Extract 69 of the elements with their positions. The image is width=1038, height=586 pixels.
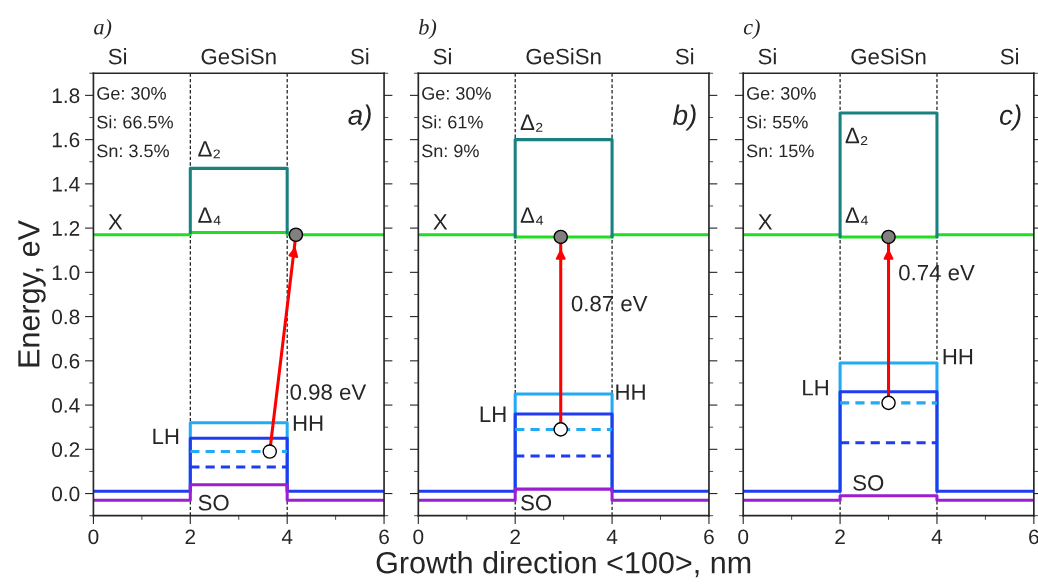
x-tick-label: 6 (379, 529, 389, 545)
y-tick-label: 1.0 (52, 265, 80, 281)
y-axis-title: Energy, eV (18, 220, 46, 367)
text: Si (758, 48, 776, 65)
annotation: Si: 55% (746, 115, 808, 129)
y-tick-label: 0.6 (52, 353, 80, 369)
annotation: LH (803, 380, 828, 396)
annotation: Δ₂ (198, 141, 220, 159)
x-tick-label: 2 (510, 529, 520, 544)
text: Si (350, 48, 369, 65)
y-tick-label: 0.8 (52, 309, 80, 325)
text: GeSiSn (526, 48, 601, 65)
x-tick-label: 0 (88, 529, 99, 545)
x-tick-label: 4 (281, 529, 293, 544)
annotation: Si: 61% (422, 115, 483, 129)
chart-title: a) (94, 18, 112, 40)
annotation: HH (293, 415, 323, 431)
annotation: Δ₄ (198, 207, 221, 225)
y-tick-label: 1.8 (52, 88, 80, 104)
annotation: SO (198, 494, 229, 511)
chart-title: c) (743, 18, 760, 40)
annotation: Δ₂ (520, 114, 543, 132)
x-tick-label: 0 (738, 529, 749, 545)
annotation: HH (943, 349, 973, 365)
annotation: b) (673, 104, 696, 131)
text: GeSiSn (851, 48, 926, 65)
text: Si (1000, 48, 1019, 65)
annotation: SO (521, 494, 552, 511)
y-tick-label: 1.4 (52, 177, 80, 192)
annotation: 0.98 eV (290, 384, 367, 400)
y-tick-label: 1.6 (52, 132, 80, 148)
x-tick-label: 4 (931, 529, 943, 544)
x-tick-label: 0 (413, 529, 424, 545)
annotation: Si: 66.5% (97, 115, 173, 129)
x-tick-label: 4 (606, 529, 618, 544)
annotation: Ge: 30% (97, 87, 166, 100)
chart-title: b) (419, 18, 437, 40)
annotation: LH (480, 406, 506, 422)
annotation: Δ₄ (520, 207, 544, 225)
annotation: Sn: 15% (746, 144, 814, 158)
y-tick-label: 0.0 (52, 486, 80, 502)
text: Si (675, 48, 694, 65)
y-tick-label: 0.4 (52, 398, 80, 413)
x-tick-label: 6 (1029, 529, 1038, 545)
annotation: Ge: 30% (422, 87, 491, 100)
annotation: SO (853, 474, 884, 491)
annotation: Δ₂ (845, 127, 868, 146)
annotation: HH (616, 384, 645, 400)
text: Si (433, 48, 451, 65)
annotation: Δ₄ (845, 207, 868, 225)
annotation: Sn: 9% (422, 144, 479, 158)
annotation: X (758, 214, 773, 230)
annotation: LH (153, 428, 179, 444)
x-axis-title: Growth direction <100>, nm (376, 551, 751, 578)
annotation: X (433, 214, 448, 230)
annotation: a) (348, 104, 371, 131)
x-tick-label: 2 (835, 529, 845, 544)
text: Si (108, 48, 127, 65)
x-tick-label: 2 (185, 529, 196, 544)
annotation: c) (999, 104, 1021, 131)
annotation: 0.87 eV (571, 295, 648, 312)
annotation: 0.74 eV (899, 264, 975, 281)
text: GeSiSn (201, 48, 276, 65)
annotation: X (108, 214, 123, 230)
x-tick-label: 6 (704, 529, 714, 545)
y-tick-label: 0.2 (52, 442, 80, 458)
y-tick-label: 1.2 (52, 221, 80, 236)
annotation: Sn: 3.5% (97, 144, 169, 158)
annotation: Ge: 30% (747, 87, 816, 100)
